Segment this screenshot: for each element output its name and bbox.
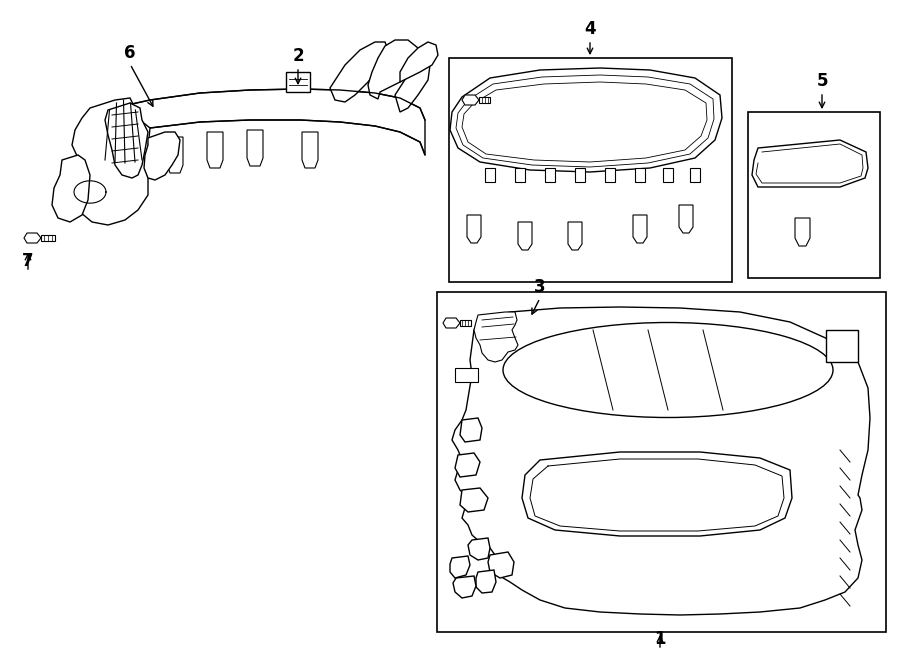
Text: 6: 6 [124, 44, 136, 62]
Polygon shape [545, 168, 555, 182]
Polygon shape [479, 97, 490, 103]
Polygon shape [518, 222, 532, 250]
Polygon shape [522, 452, 792, 536]
Polygon shape [635, 168, 645, 182]
Polygon shape [450, 556, 470, 578]
Polygon shape [286, 72, 310, 92]
Text: 3: 3 [535, 278, 545, 296]
Polygon shape [826, 330, 858, 362]
Polygon shape [462, 95, 479, 105]
Polygon shape [368, 40, 420, 99]
Polygon shape [679, 205, 693, 233]
Polygon shape [167, 137, 183, 173]
Polygon shape [41, 235, 55, 241]
Text: 4: 4 [584, 20, 596, 38]
Polygon shape [476, 570, 496, 593]
Polygon shape [460, 488, 488, 512]
Polygon shape [330, 42, 388, 102]
Polygon shape [752, 140, 868, 187]
Polygon shape [105, 103, 148, 178]
Polygon shape [474, 312, 518, 362]
Polygon shape [575, 168, 585, 182]
Polygon shape [207, 132, 223, 168]
Polygon shape [144, 132, 180, 180]
Polygon shape [467, 215, 481, 243]
Polygon shape [485, 168, 495, 182]
Polygon shape [455, 453, 480, 477]
Polygon shape [460, 320, 471, 326]
Bar [449, 58, 732, 282]
Bar [748, 112, 880, 278]
Polygon shape [443, 318, 460, 328]
Polygon shape [488, 552, 514, 578]
Polygon shape [247, 130, 263, 166]
Polygon shape [455, 368, 478, 382]
Text: 1: 1 [654, 630, 666, 648]
Polygon shape [460, 418, 482, 442]
Polygon shape [605, 168, 615, 182]
Polygon shape [453, 576, 476, 598]
Polygon shape [24, 233, 41, 243]
Polygon shape [663, 168, 673, 182]
Polygon shape [450, 68, 722, 172]
Polygon shape [795, 218, 810, 246]
Bar [437, 292, 886, 632]
Polygon shape [468, 538, 490, 560]
Polygon shape [302, 132, 318, 168]
Polygon shape [452, 307, 870, 615]
Text: 5: 5 [816, 72, 828, 90]
Text: 2: 2 [292, 47, 304, 65]
Ellipse shape [503, 323, 833, 418]
Polygon shape [633, 215, 647, 243]
Polygon shape [72, 98, 150, 225]
Polygon shape [105, 89, 425, 155]
Polygon shape [400, 42, 438, 82]
Polygon shape [568, 222, 582, 250]
Polygon shape [395, 58, 430, 112]
Polygon shape [690, 168, 700, 182]
Polygon shape [515, 168, 525, 182]
Text: 7: 7 [22, 252, 34, 270]
Polygon shape [52, 155, 90, 222]
